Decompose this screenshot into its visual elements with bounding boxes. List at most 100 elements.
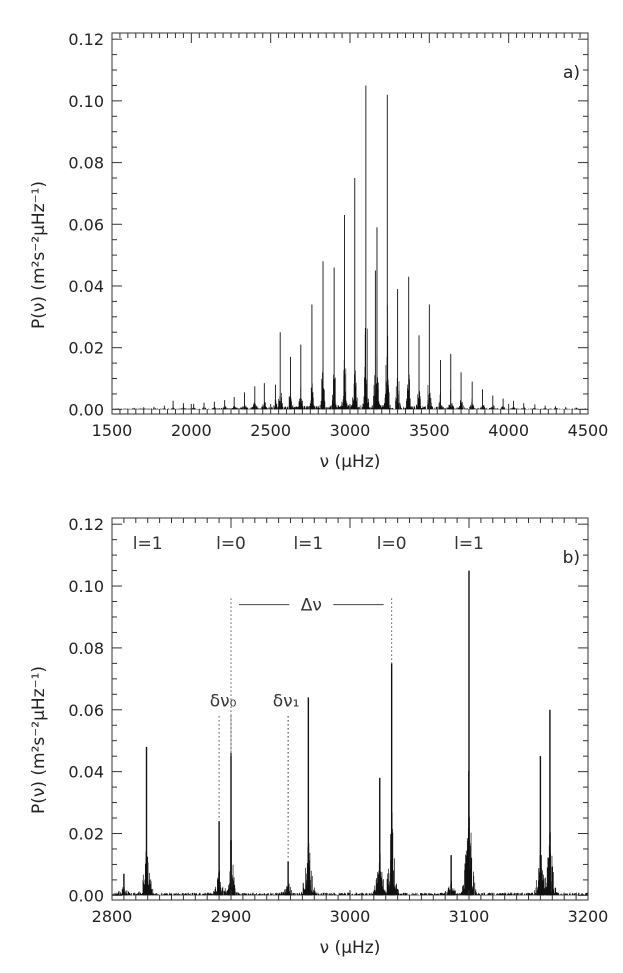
noise-floor xyxy=(112,828,588,896)
peak-21 xyxy=(342,215,347,410)
peak-34 xyxy=(470,381,474,410)
peak-41 xyxy=(543,405,547,410)
peak-1 xyxy=(142,746,151,896)
x-tick-label: 3500 xyxy=(409,421,450,440)
x-tick-label: 3000 xyxy=(330,907,371,926)
x-axis-label: ν (μHz) xyxy=(320,452,381,472)
y-tick-label: 0.10 xyxy=(68,577,104,596)
small-separation-annotation: δν₁ xyxy=(273,691,300,859)
peak-3 xyxy=(162,405,167,410)
peak-10 xyxy=(232,397,236,410)
y-tick-label: 0.04 xyxy=(68,763,104,782)
mode-label: l=0 xyxy=(377,534,407,554)
peak-44 xyxy=(574,407,578,410)
peak-6 xyxy=(376,777,384,896)
peak-20 xyxy=(332,267,336,410)
peak-10 xyxy=(536,756,545,896)
peak-26 xyxy=(385,94,389,410)
plot-frame xyxy=(111,32,589,415)
y-axis-label: P(ν) (m²s⁻²μHz⁻¹) xyxy=(29,666,49,814)
y-tick-label: 0.08 xyxy=(68,639,104,658)
peak-18 xyxy=(310,304,314,410)
y-tick-label: 0.04 xyxy=(68,277,104,296)
peak-12 xyxy=(253,386,257,410)
x-tick-label: 1500 xyxy=(92,421,133,440)
peak-9 xyxy=(222,400,227,410)
y-tick-label: 0.12 xyxy=(68,515,104,534)
y-tick-label: 0.00 xyxy=(68,400,104,419)
peak-3 xyxy=(227,753,235,896)
spectrum xyxy=(112,570,588,896)
panel-label: a) xyxy=(563,63,580,83)
peak-36 xyxy=(491,395,495,410)
panel-label: b) xyxy=(563,548,580,568)
y-axis-label: P(ν) (m²s⁻²μHz⁻¹) xyxy=(29,181,49,329)
panel-a: 1500 2000 2500 3000 3500 4000 4500 0.00 0.02 0.04… xyxy=(29,30,608,472)
x-tick-label: 2500 xyxy=(250,421,291,440)
peak-7 xyxy=(388,663,396,896)
peak-9 xyxy=(465,570,473,896)
y-tick-label: 0.02 xyxy=(68,339,104,358)
peak-19 xyxy=(321,261,325,410)
peak-27 xyxy=(395,289,400,410)
peak-11 xyxy=(546,709,554,896)
peak-16 xyxy=(288,356,293,410)
peak-4 xyxy=(171,400,175,410)
peak-33 xyxy=(459,372,463,410)
mode-label: l=1 xyxy=(454,534,484,554)
x-tick-label: 4000 xyxy=(488,421,529,440)
peak-5 xyxy=(181,403,186,410)
panel-b: 2800 2900 3000 3100 3200 0.00 0.02 0.04 0.06 0.08… xyxy=(29,515,608,958)
peak-32 xyxy=(449,353,453,410)
peak-11 xyxy=(242,392,247,410)
peak-4 xyxy=(284,861,292,896)
x-tick-label: 2900 xyxy=(211,907,252,926)
peak-2 xyxy=(215,821,223,896)
x-tick-label: 2800 xyxy=(92,907,133,926)
peak-31 xyxy=(438,360,443,410)
x-tick-label: 3000 xyxy=(330,421,371,440)
plot-frame xyxy=(111,517,589,901)
peak-23 xyxy=(364,85,368,410)
peak-29 xyxy=(417,335,421,410)
mode-label: l=1 xyxy=(293,534,323,554)
small-separation-annotation: δν₀ xyxy=(210,691,237,819)
peak-2 xyxy=(152,406,156,410)
peak-25 xyxy=(375,227,379,410)
peak-30 xyxy=(427,304,432,410)
peak-17 xyxy=(299,344,303,410)
x-axis-label: ν (μHz) xyxy=(320,938,381,958)
y-tick-label: 0.00 xyxy=(68,886,104,905)
x-tick-label: 3200 xyxy=(568,907,609,926)
svg-text:δν₁: δν₁ xyxy=(273,691,300,711)
tick-marks xyxy=(111,518,589,900)
peak-5 xyxy=(304,697,312,896)
peak-38 xyxy=(511,400,516,410)
y-tick-label: 0.12 xyxy=(68,30,104,49)
mode-label: l=0 xyxy=(216,534,246,554)
spectrum xyxy=(112,85,588,410)
y-tick-label: 0.10 xyxy=(68,92,104,111)
svg-text:Δν: Δν xyxy=(301,596,322,616)
peak-40 xyxy=(533,404,537,410)
peak-28 xyxy=(407,276,411,410)
peak-37 xyxy=(501,398,505,410)
peak-22 xyxy=(353,177,357,410)
large-separation-annotation: Δν xyxy=(230,596,393,757)
noise-floor xyxy=(112,305,588,410)
x-tick-label: 2000 xyxy=(171,421,212,440)
y-tick-label: 0.08 xyxy=(68,154,104,173)
y-tick-label: 0.06 xyxy=(68,701,104,720)
peak-15 xyxy=(278,332,282,410)
mode-label: l=1 xyxy=(133,534,163,554)
y-tick-label: 0.06 xyxy=(68,215,104,234)
peak-35 xyxy=(480,389,485,410)
peak-14 xyxy=(273,384,278,410)
x-tick-label: 3100 xyxy=(449,907,490,926)
peak-7 xyxy=(202,402,206,410)
y-tick-label: 0.02 xyxy=(68,824,104,843)
x-tick-label: 4500 xyxy=(568,421,609,440)
svg-text:δν₀: δν₀ xyxy=(210,691,237,711)
tick-marks xyxy=(111,33,589,414)
